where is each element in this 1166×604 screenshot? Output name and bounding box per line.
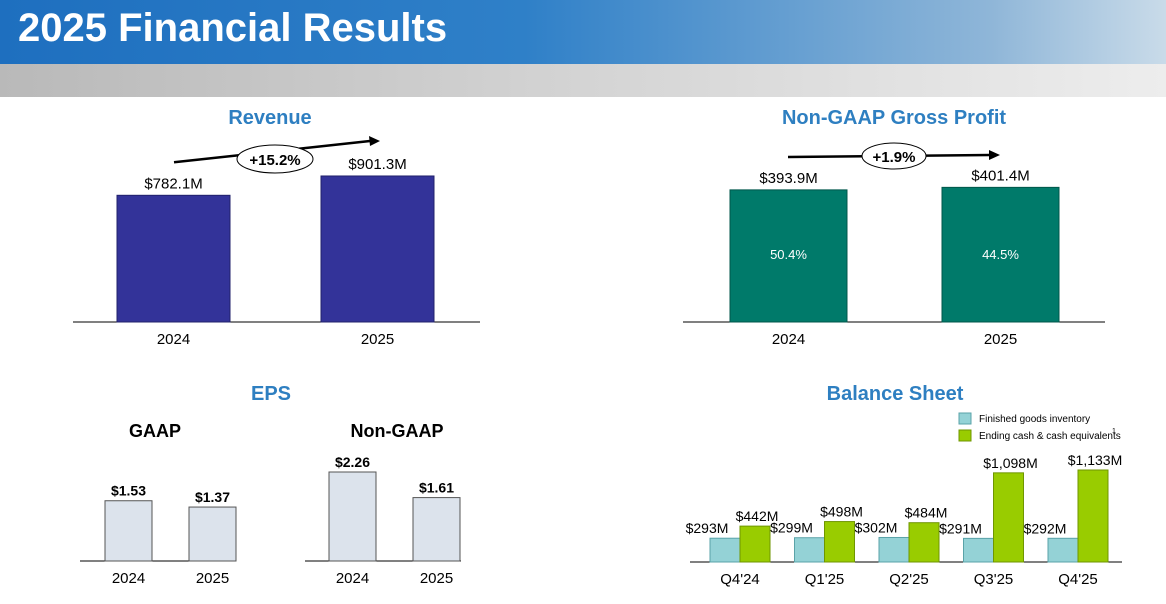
- legend-swatch-cash: [958, 429, 972, 442]
- gross-profit-growth-label: +1.9%: [873, 149, 916, 166]
- balance-value-label: $299M: [770, 520, 813, 536]
- page-title: 2025 Financial Results: [18, 6, 448, 50]
- balance-bar-inventory: [878, 536, 910, 563]
- gross-profit-value-label: $393.9M: [759, 170, 817, 187]
- balance-value-label: $292M: [1024, 520, 1067, 536]
- eps-gaap-title: GAAP: [128, 421, 181, 441]
- gross-margin-label: 50.4%: [770, 247, 807, 262]
- revenue-category-label: 2025: [361, 331, 394, 348]
- revenue-growth-arrow-head: [369, 135, 380, 146]
- legend-superscript: 1: [1112, 428, 1116, 435]
- eps-value-label: $1.53: [111, 483, 146, 499]
- gross-profit-category-label: 2025: [984, 331, 1017, 348]
- revenue-value-label: $782.1M: [144, 175, 202, 192]
- gross-profit-category-label: 2024: [772, 331, 805, 348]
- eps-bar-non-gaap-2024: [328, 471, 377, 562]
- eps-bar-gaap-2025: [188, 506, 237, 562]
- gross-profit-bar-2025: [941, 186, 1060, 323]
- balance-value-label: $291M: [939, 520, 982, 536]
- balance-sheet-title: Balance Sheet: [826, 383, 964, 405]
- eps-category-label: 2024: [336, 570, 369, 587]
- revenue-growth-oval: [236, 144, 314, 174]
- eps-bar-gaap-2024: [104, 500, 153, 562]
- balance-category-label: Q3'25: [974, 571, 1014, 588]
- balance-value-label: $1,098M: [983, 455, 1037, 471]
- header-subbar: [0, 64, 1166, 97]
- balance-value-label: $484M: [905, 505, 948, 521]
- revenue-bar-2025: [320, 175, 435, 323]
- balance-category-label: Q1'25: [805, 571, 845, 588]
- gross-profit-title: Non-GAAP Gross Profit: [781, 107, 1007, 129]
- balance-value-label: $442M: [736, 508, 779, 524]
- gross-profit-value-label: $401.4M: [971, 167, 1029, 184]
- eps-category-label: 2025: [420, 570, 453, 587]
- balance-bar-inventory: [963, 537, 994, 563]
- balance-bar-cash: [824, 521, 855, 563]
- balance-bar-inventory: [709, 537, 741, 563]
- balance-value-label: $293M: [686, 520, 729, 536]
- gross-profit-growth-oval: [861, 142, 927, 170]
- gross-profit-bar-2024: [729, 189, 848, 323]
- balance-bar-cash: [993, 472, 1024, 563]
- balance-bar-cash: [908, 522, 940, 563]
- balance-category-label: Q4'24: [720, 571, 760, 588]
- balance-value-label: $302M: [855, 519, 898, 535]
- gross-margin-label: 44.5%: [982, 247, 1019, 262]
- legend-label-cash: Ending cash & cash equivalents: [979, 431, 1121, 442]
- balance-bar-cash: [1077, 469, 1109, 563]
- revenue-value-label: $901.3M: [348, 156, 406, 173]
- legend-swatch-inventory: [958, 412, 972, 425]
- legend-label-inventory: Finished goods inventory: [979, 414, 1090, 425]
- eps-value-label: $2.26: [335, 454, 370, 470]
- balance-bar-cash: [739, 525, 771, 563]
- gross-profit-growth-arrow-head: [989, 150, 1000, 160]
- eps-nongaap-title: Non-GAAP: [350, 421, 444, 441]
- revenue-category-label: 2024: [157, 331, 190, 348]
- balance-value-label: $1,133M: [1068, 452, 1122, 468]
- balance-category-label: Q2'25: [889, 571, 929, 588]
- eps-value-label: $1.61: [419, 480, 454, 496]
- eps-title: EPS: [250, 383, 292, 405]
- revenue-growth-label: +15.2%: [249, 152, 300, 169]
- balance-category-label: Q4'25: [1058, 571, 1098, 588]
- header-banner: 2025 Financial Results: [0, 0, 1166, 64]
- balance-value-label: $498M: [820, 504, 863, 520]
- balance-bar-inventory: [1047, 537, 1079, 563]
- eps-value-label: $1.37: [195, 489, 230, 505]
- revenue-title: Revenue: [228, 107, 312, 129]
- eps-category-label: 2024: [112, 570, 145, 587]
- eps-category-label: 2025: [196, 570, 229, 587]
- eps-bar-non-gaap-2025: [412, 497, 461, 562]
- balance-bar-inventory: [794, 537, 825, 563]
- revenue-bar-2024: [116, 194, 231, 323]
